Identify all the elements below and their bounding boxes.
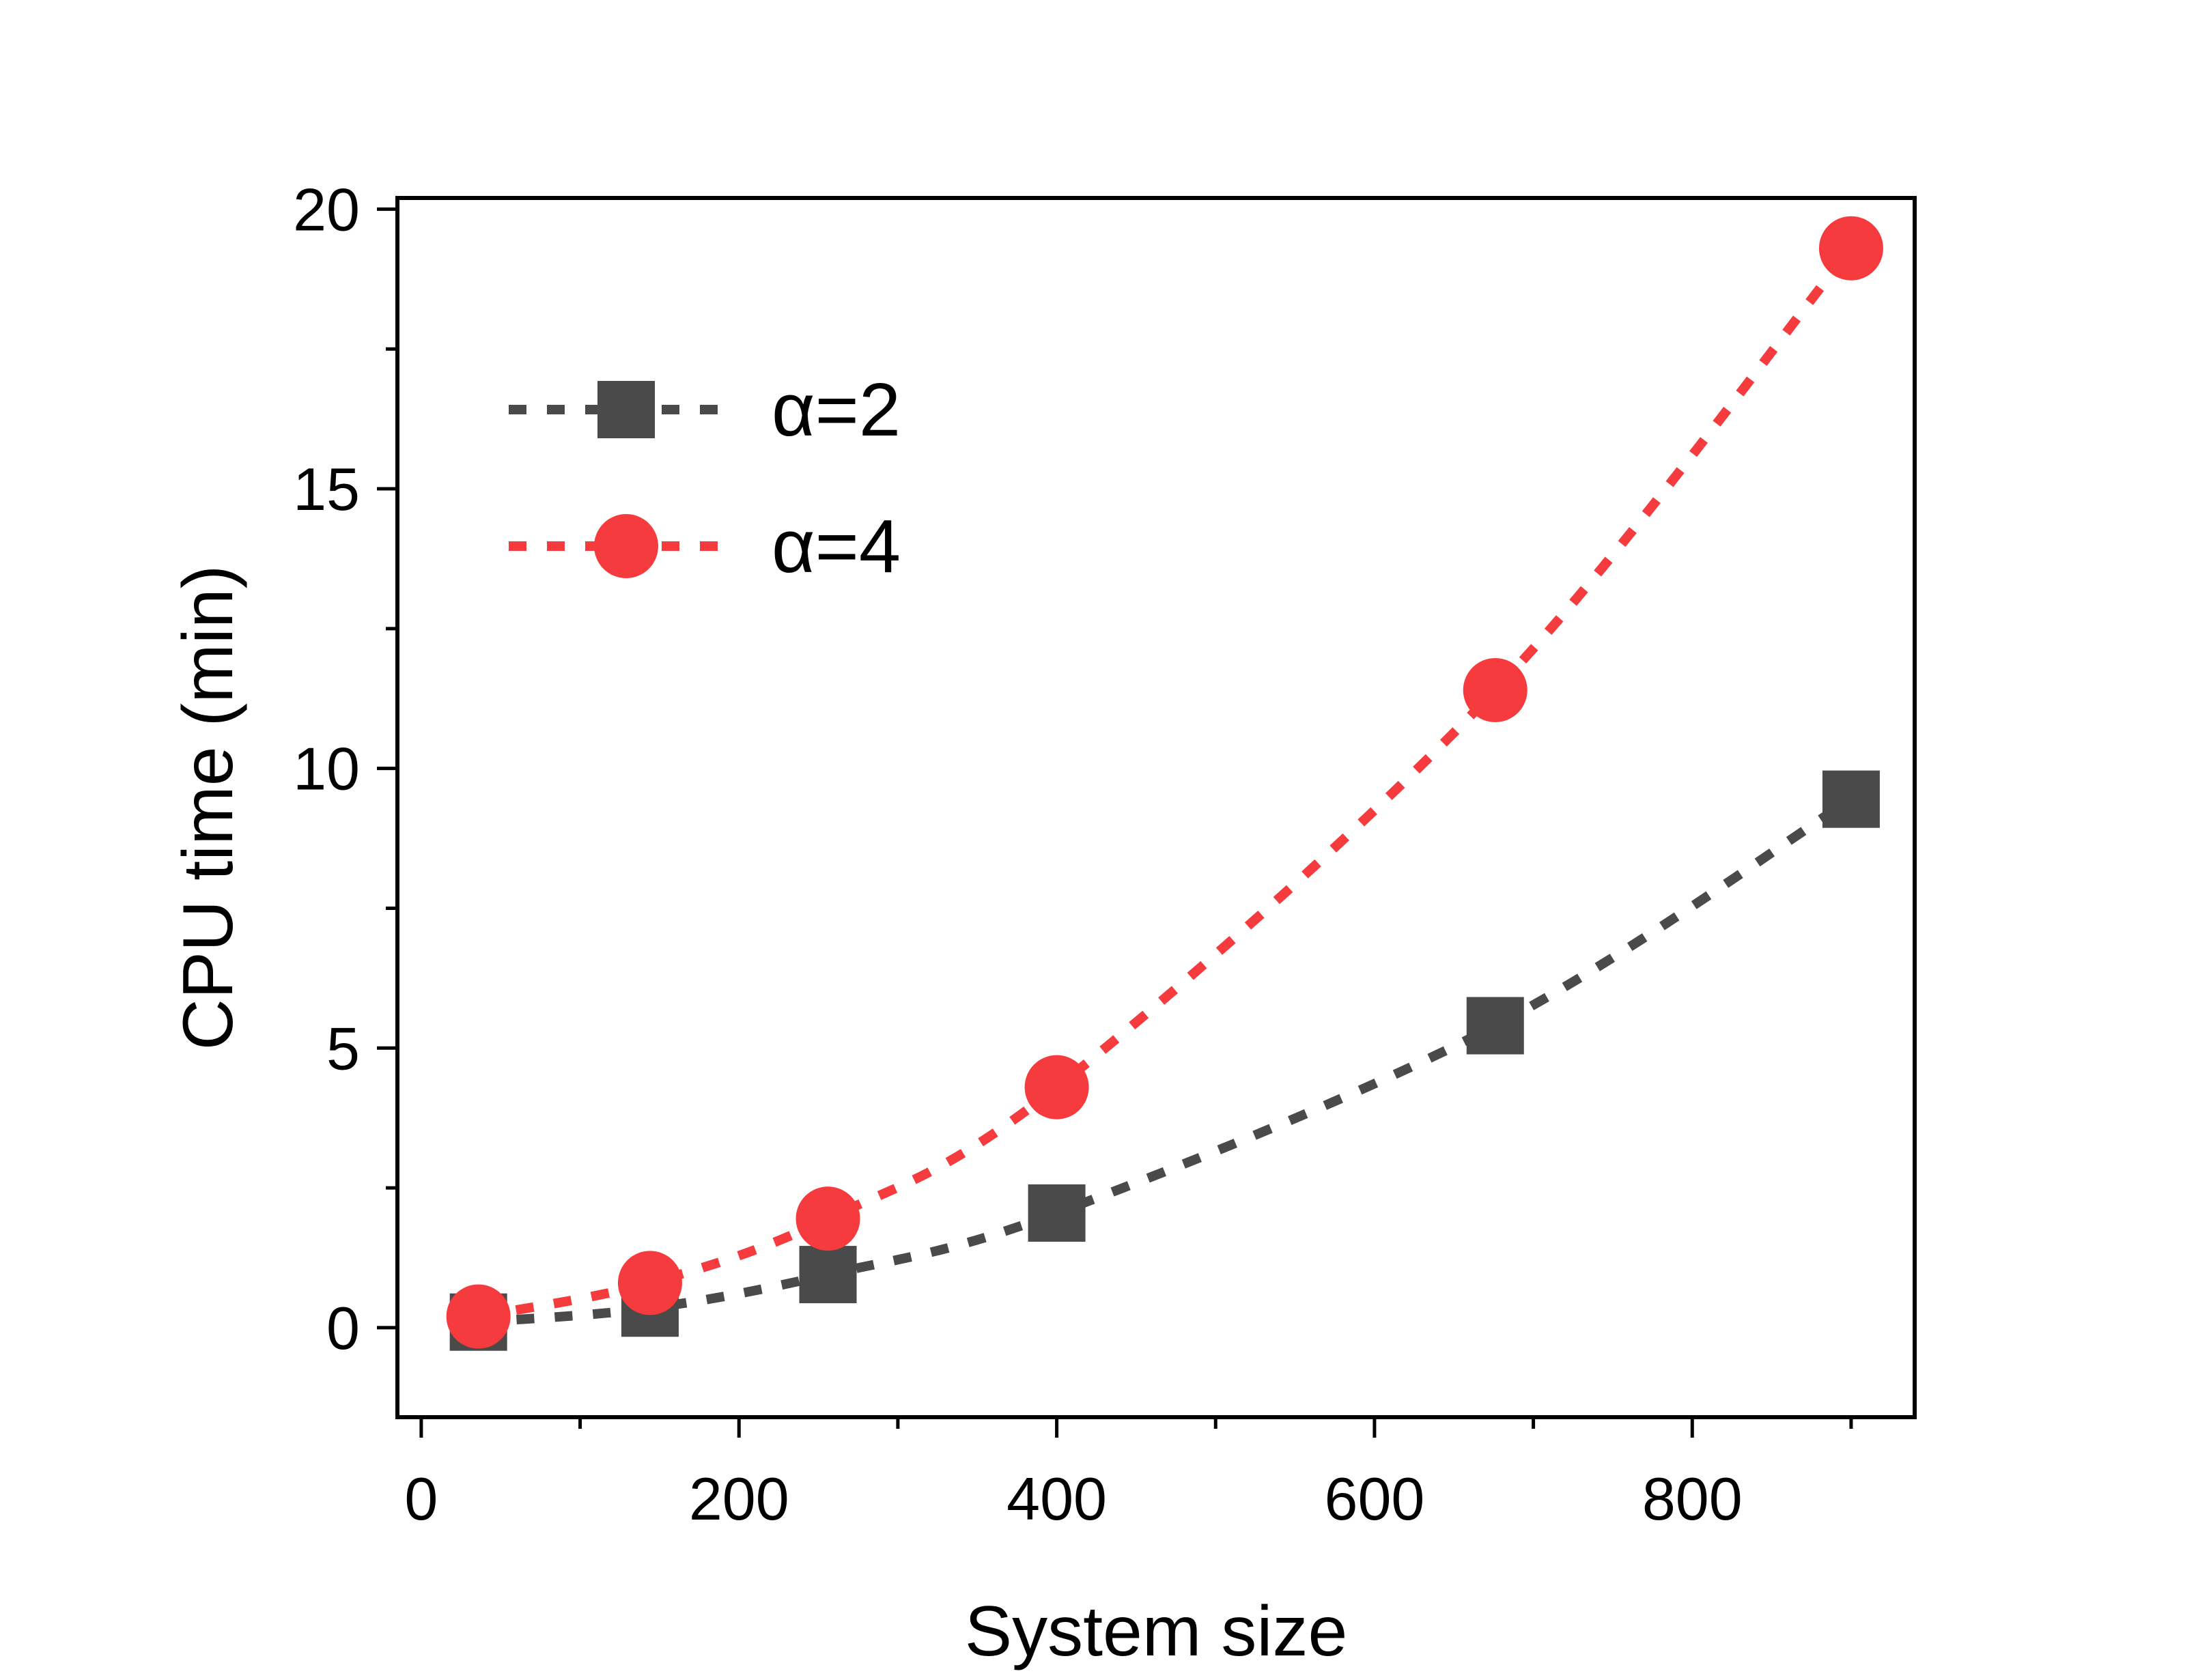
y-axis-title: CPU time (min)	[169, 565, 248, 1051]
series-1-point	[1028, 1184, 1086, 1242]
legend-marker-2	[594, 514, 658, 578]
series-1-point	[1466, 997, 1524, 1055]
series-2-point	[1818, 216, 1883, 281]
y-tick-label: 10	[293, 735, 360, 803]
x-tick-label: 0	[404, 1465, 438, 1533]
series-2-point	[796, 1186, 860, 1251]
series-2-point	[617, 1251, 682, 1315]
x-tick-label: 600	[1325, 1465, 1425, 1533]
x-tick-label: 400	[1006, 1465, 1107, 1533]
legend-marker-1	[597, 381, 655, 438]
ticks-layer: 0 200 400 600 800 0 5 10 15 20	[293, 175, 1853, 1533]
series-2-point	[1024, 1055, 1089, 1120]
legend-label-2: α=4	[772, 504, 901, 588]
series-line-2	[477, 245, 1855, 1322]
y-tick-label: 0	[326, 1294, 360, 1362]
series-1-point	[799, 1246, 857, 1304]
series-1-point	[1822, 770, 1880, 828]
legend-label-1: α=2	[772, 368, 901, 452]
series-2-point	[1463, 657, 1528, 722]
x-axis-title: System size	[965, 1592, 1348, 1671]
legend: α=2 α=4	[509, 368, 901, 588]
y-tick-label: 5	[326, 1014, 360, 1082]
x-tick-label: 200	[689, 1465, 789, 1533]
series-layer	[446, 216, 1883, 1351]
x-tick-label: 800	[1642, 1465, 1743, 1533]
series-2-point	[446, 1284, 511, 1349]
series-line-1	[478, 795, 1854, 1327]
y-tick-label: 15	[293, 455, 360, 523]
y-tick-label: 20	[293, 175, 360, 243]
plot-frame	[395, 196, 1917, 1419]
